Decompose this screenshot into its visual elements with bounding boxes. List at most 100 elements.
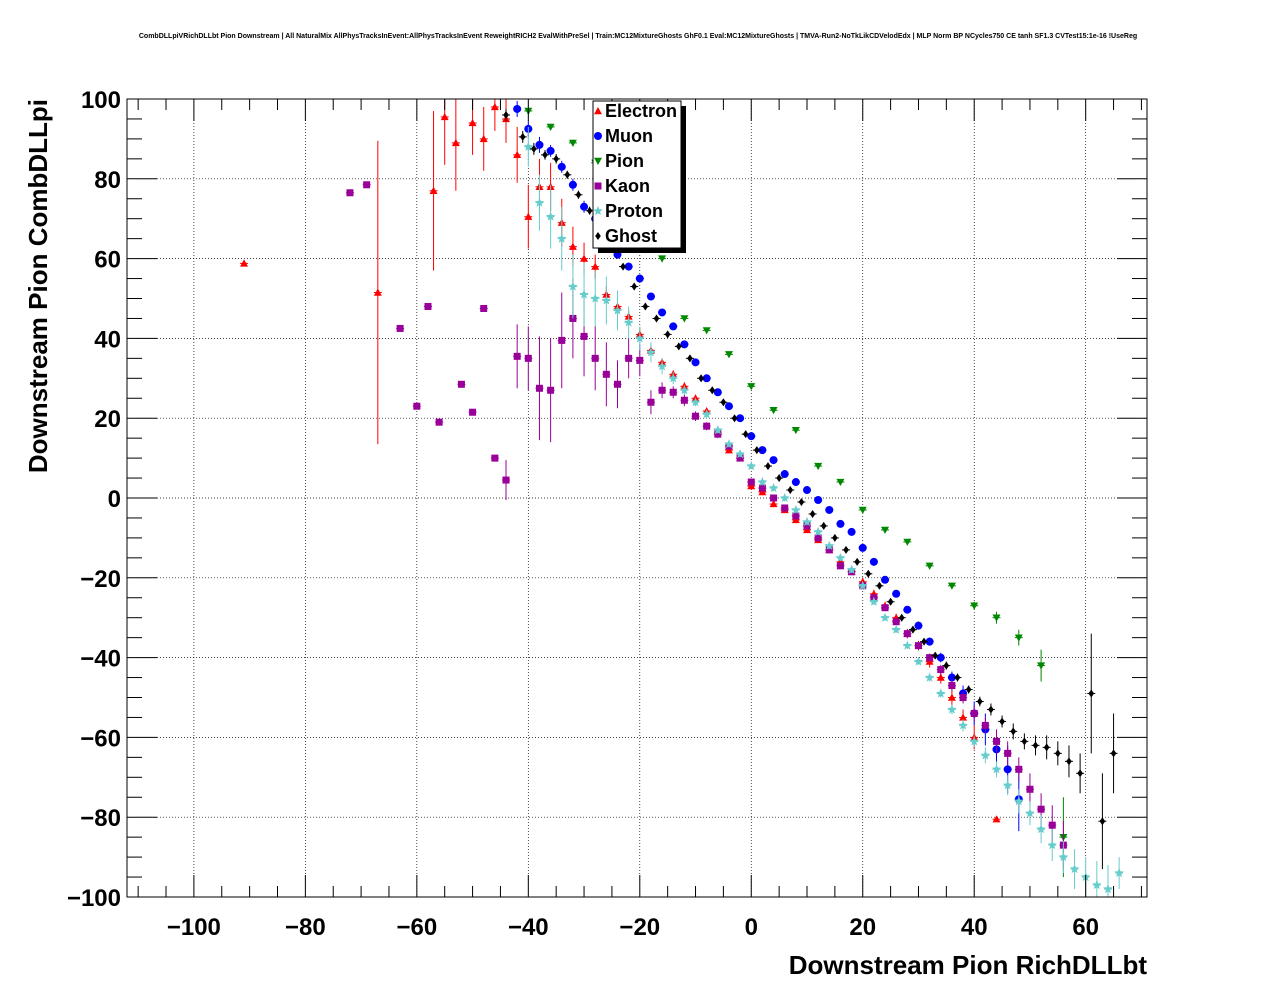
ghost-point [720,398,727,407]
kaon-point [814,534,822,542]
kaon-point [903,630,911,638]
proton-point [612,305,623,315]
ghost-point [731,414,738,423]
kaon-point [658,386,666,394]
kaon-point [736,454,744,462]
ghost-point [586,206,593,215]
proton-point [1114,868,1124,878]
muon-point [858,543,867,552]
ghost-point [709,386,716,395]
y-tick-label: −80 [80,805,121,832]
electron-point [758,488,767,496]
ghost-point [988,705,994,714]
proton-point [824,540,835,550]
kaon-point [346,189,354,197]
proton-point [657,361,667,371]
muon-point [724,402,733,411]
muon-point [791,478,800,487]
legend-marker-muon [594,132,602,140]
legend-entry-muon: Muon [594,126,653,146]
electron-point [451,138,460,147]
ghost-point [921,637,927,646]
proton-point [1025,808,1035,818]
proton-point [545,211,556,221]
proton-point [568,281,578,291]
proton-point [991,764,1002,774]
y-tick-label: −100 [67,885,121,912]
muon-point [836,519,845,528]
muon-point [646,292,655,301]
ghost-point [943,661,950,670]
y-tick-label: 0 [108,486,121,513]
ghost-point [1088,689,1095,698]
electron-point [724,446,733,454]
x-tick-label: −20 [619,914,660,941]
kaon-point [513,352,521,360]
ghost-point [542,150,548,159]
proton-point [902,640,913,650]
ghost-point [910,625,916,634]
legend-entry-ghost: Ghost [595,226,657,246]
chart-title: CombDLLpiVRichDLLbt Pion Downstream | Al… [138,33,1138,40]
kaon-point [948,682,956,690]
ghost-point [553,154,559,163]
ghost-point [776,474,782,483]
muon-point [903,605,912,614]
proton-point [958,720,968,730]
proton-point [846,564,857,574]
legend-marker-electron [594,107,602,115]
pion-point [658,255,667,263]
proton-point [701,409,712,419]
kaon-point [363,181,371,189]
ghost-point [503,110,509,119]
pion-point [947,582,956,590]
kaon-point [758,484,766,492]
kaon-point [591,354,599,362]
proton-point [869,596,879,606]
proton-point [858,580,868,590]
legend-marker-kaon [594,182,602,190]
proton-point [646,347,656,357]
proton-point [835,552,846,562]
kaon-point [424,302,432,310]
x-tick-label: −40 [508,914,549,941]
proton-point [1047,840,1057,850]
muon-point [713,388,722,397]
muon-point [658,308,667,317]
kaon-point [981,721,989,729]
proton-point [980,750,991,760]
ghost-point [698,374,704,383]
muon-point [736,414,745,423]
x-tick-label: 60 [1072,914,1099,941]
ghost-point [620,262,626,271]
proton-point [1092,880,1102,890]
muon-point [769,456,778,465]
pion-point [769,407,778,415]
ghost-point [932,651,938,660]
y-tick-label: −20 [80,566,121,593]
electron-point [479,134,488,143]
proton-point [746,461,756,471]
electron-point [373,288,382,296]
proton-point [969,736,979,746]
y-tick-label: 20 [94,406,121,433]
kaon-point [825,546,833,554]
legend-box [592,100,682,249]
kaon-point [770,494,778,502]
proton-point [679,385,690,395]
kaon-point [1015,765,1023,773]
ghost-point [1110,749,1117,758]
label-layer: −100 −80 −60 −40 −20 0 20 40 60 −100 −80 −60 −40 −20 0… [67,87,1099,941]
y-tick-label: −60 [80,725,121,752]
ghost-point [832,533,838,542]
x-tick-label: 0 [745,914,758,941]
x-tick-label: 40 [961,914,988,941]
kaon-point [781,504,789,512]
proton-point [735,449,745,459]
y-tick-label: 100 [81,87,121,114]
ghost-point [820,521,827,530]
kaon-point [792,512,800,520]
kaon-point [892,618,900,626]
ghost-point [1099,817,1106,826]
